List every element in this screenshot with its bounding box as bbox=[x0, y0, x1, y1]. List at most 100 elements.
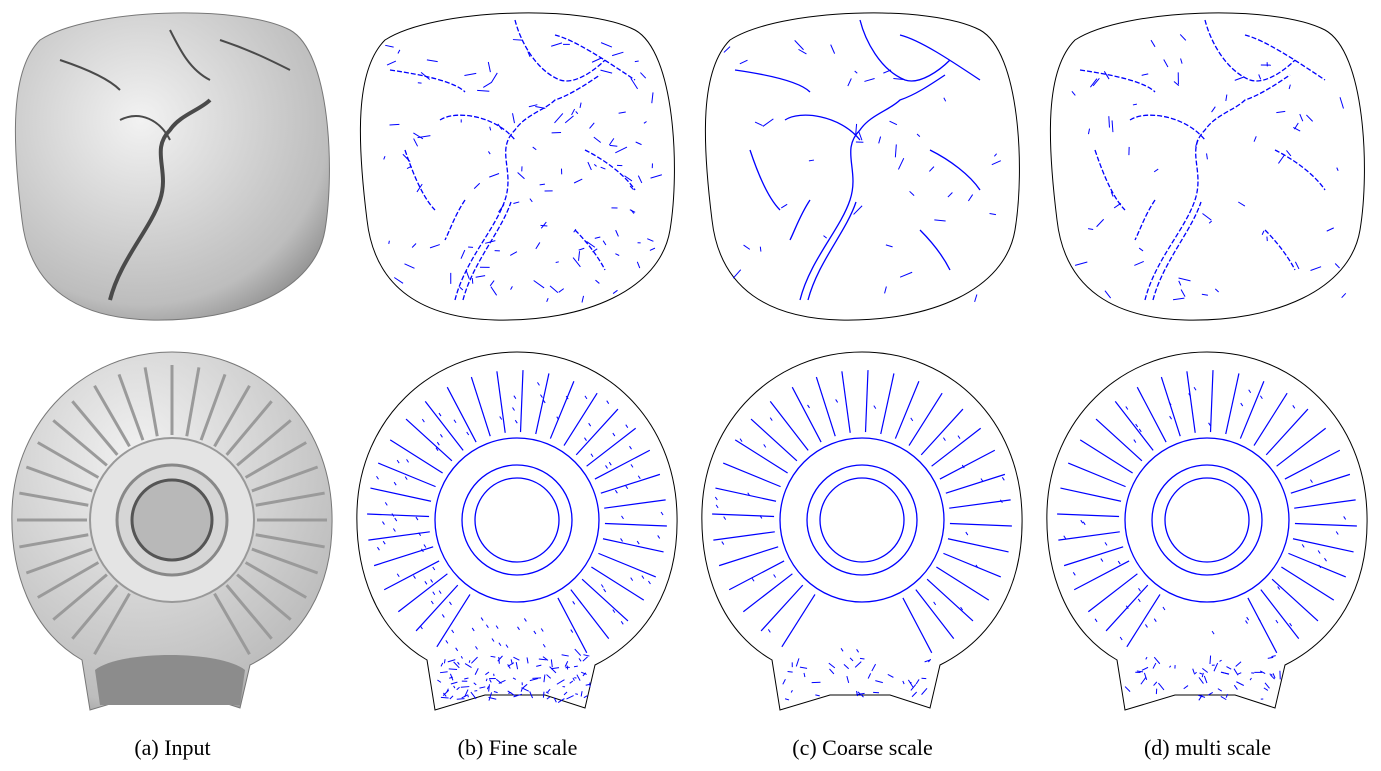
spout-fragment bbox=[782, 679, 786, 685]
spout-fragment bbox=[871, 663, 877, 672]
feature-fragment bbox=[1179, 34, 1187, 41]
rib-fragment bbox=[1138, 587, 1141, 592]
rib-line bbox=[880, 373, 895, 435]
feature-fragment bbox=[529, 198, 533, 203]
feature-line bbox=[784, 114, 861, 141]
feature-fragment bbox=[1092, 77, 1100, 87]
spout-fragment bbox=[1124, 686, 1131, 692]
feature-fragment bbox=[575, 111, 579, 115]
rib-line bbox=[750, 418, 798, 462]
feature-fragment bbox=[1096, 218, 1105, 228]
feature-fragment bbox=[993, 153, 998, 157]
rib-fragment bbox=[475, 646, 478, 650]
feature-fragment bbox=[475, 275, 486, 278]
spout-fragment bbox=[443, 659, 446, 664]
feature-line bbox=[1274, 149, 1326, 191]
feature-fragment bbox=[1163, 59, 1169, 68]
feature-line bbox=[899, 34, 981, 81]
feature-fragment bbox=[471, 277, 474, 284]
spout-fragment bbox=[849, 657, 854, 662]
rib-fragment bbox=[1240, 402, 1244, 407]
rib-line bbox=[722, 462, 781, 488]
feature-fragment bbox=[485, 240, 496, 244]
rib-line bbox=[1073, 560, 1130, 591]
panel-b-row1-lines bbox=[359, 12, 675, 321]
spout-fragment bbox=[497, 655, 503, 662]
spout-fragment bbox=[546, 674, 552, 679]
rib-fragment bbox=[606, 400, 610, 404]
feature-fragment bbox=[743, 244, 751, 250]
rib-fragment bbox=[514, 419, 518, 424]
disc-line bbox=[1124, 437, 1290, 603]
disc-line bbox=[779, 437, 945, 603]
rib-fragment bbox=[565, 395, 569, 400]
feature-fragment bbox=[487, 151, 491, 155]
rib-fragment bbox=[1153, 618, 1157, 622]
feature-fragment bbox=[934, 219, 946, 222]
rib-line bbox=[383, 560, 440, 591]
crack-groove bbox=[59, 59, 121, 91]
crack-groove bbox=[219, 39, 291, 71]
rib-groove bbox=[19, 491, 89, 507]
rib-fragment bbox=[471, 627, 475, 632]
rib-line bbox=[760, 584, 804, 632]
feature-fragment bbox=[535, 106, 546, 109]
rib-groove bbox=[117, 373, 145, 441]
spout-fragment bbox=[474, 668, 479, 675]
feature-fragment bbox=[490, 286, 498, 296]
feature-fragment bbox=[853, 205, 863, 215]
feature-fragment bbox=[388, 240, 390, 244]
spout-fragment bbox=[575, 693, 578, 695]
rib-line bbox=[939, 449, 996, 480]
spout-fragment bbox=[564, 661, 569, 667]
spout-fragment bbox=[532, 677, 542, 679]
feature-fragment bbox=[383, 156, 386, 160]
spout-fragment bbox=[1183, 685, 1189, 690]
feature-fragment bbox=[512, 113, 515, 124]
rib-line bbox=[377, 462, 436, 488]
feature-fragment bbox=[636, 261, 641, 269]
feature-fragment bbox=[578, 247, 585, 251]
rib-fragment bbox=[630, 577, 634, 581]
spout-fragment bbox=[795, 658, 800, 667]
spout-fragment bbox=[578, 658, 582, 662]
spout-fragment bbox=[460, 656, 463, 659]
spout-fragment bbox=[543, 674, 546, 683]
rib-line bbox=[535, 373, 550, 435]
spout-fragment bbox=[542, 691, 545, 698]
rib-fragment bbox=[394, 517, 398, 522]
lamp-spout bbox=[95, 655, 245, 705]
rib-groove bbox=[244, 561, 307, 599]
feature-fragment bbox=[539, 183, 545, 186]
spout-fragment bbox=[582, 656, 588, 662]
spout-fragment bbox=[1269, 673, 1273, 676]
spout-fragment bbox=[526, 657, 529, 664]
feature-line bbox=[1152, 201, 1202, 301]
feature-line bbox=[1264, 229, 1296, 271]
rib-fragment bbox=[1119, 636, 1123, 641]
rib-fragment bbox=[1188, 393, 1192, 397]
rib-fragment bbox=[572, 601, 576, 605]
spout-fragment bbox=[486, 686, 490, 690]
seal-outline bbox=[359, 12, 675, 321]
rib-line bbox=[1265, 408, 1309, 456]
feature-fragment bbox=[854, 70, 858, 74]
spout-fragment bbox=[924, 659, 931, 663]
hole-line bbox=[474, 477, 560, 563]
feature-fragment bbox=[573, 228, 577, 233]
spout-fragment bbox=[453, 661, 460, 669]
rib-line bbox=[446, 386, 477, 443]
rib-fragment bbox=[721, 541, 725, 545]
spout-fragment bbox=[456, 698, 465, 700]
feature-fragment bbox=[630, 77, 639, 90]
spout-fragment bbox=[875, 680, 883, 684]
feature-fragment bbox=[406, 165, 412, 169]
rib-fragment bbox=[980, 478, 984, 482]
rib-line bbox=[1292, 538, 1354, 553]
rib-line bbox=[949, 522, 1012, 527]
rib-fragment bbox=[637, 475, 641, 480]
feature-fragment bbox=[643, 121, 647, 124]
rib-fragment bbox=[960, 606, 964, 611]
feature-fragment bbox=[759, 246, 762, 252]
rib-fragment bbox=[449, 601, 452, 606]
